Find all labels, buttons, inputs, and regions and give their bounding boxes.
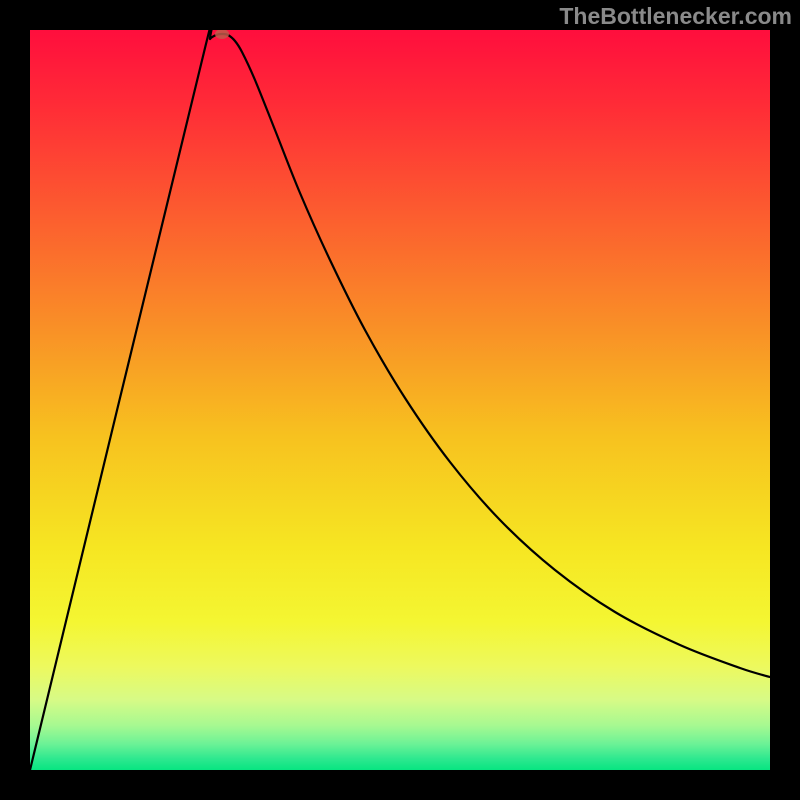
plot-svg (30, 30, 770, 770)
watermark-text: TheBottlenecker.com (559, 3, 792, 30)
plot-background (30, 30, 770, 770)
plot-area (30, 30, 770, 770)
